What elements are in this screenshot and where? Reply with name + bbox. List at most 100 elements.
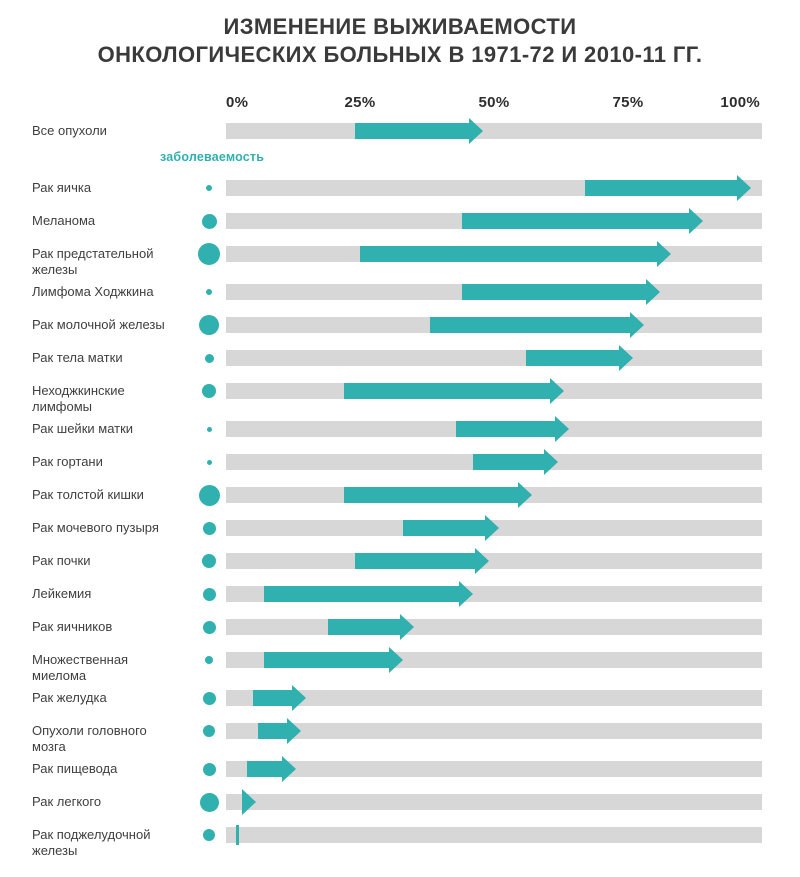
bar-track [226, 378, 762, 404]
incidence-dot [198, 243, 220, 265]
survival-arrow-body [343, 487, 520, 503]
survival-arrow-head [458, 581, 473, 607]
survival-arrow-body [456, 421, 558, 437]
survival-arrow-head [287, 718, 302, 744]
axis-tick-50: 50% [478, 94, 510, 111]
bar-track [226, 789, 762, 815]
bar-track [226, 515, 762, 541]
incidence-dot [202, 620, 216, 634]
chart-row: Рак яичка [0, 172, 800, 205]
bar-track [226, 312, 762, 338]
bar-track [226, 416, 762, 442]
bar-track [226, 581, 762, 607]
row-label: Множественная миелома [32, 652, 129, 683]
survival-arrow-head [689, 208, 704, 234]
incidence-dot [202, 691, 216, 705]
bar-track [226, 685, 762, 711]
survival-arrow-head [388, 647, 403, 673]
incidence-dot [205, 656, 213, 664]
chart-row: Рак поджелудочной железы [0, 819, 800, 858]
chart-row: Рак гортани [0, 446, 800, 479]
bar-track [226, 241, 762, 267]
survival-arrow-body [402, 520, 488, 536]
incidence-dot [202, 762, 216, 776]
incidence-dot [206, 459, 212, 465]
survival-arrow-head [292, 685, 307, 711]
rows-container: Все опухоли заболеваемость Рак яичка Мел… [0, 115, 800, 858]
legend-row: заболеваемость [0, 148, 800, 172]
survival-arrow-body [247, 761, 284, 777]
bar-track [226, 548, 762, 574]
axis-tick-75: 75% [612, 94, 644, 111]
bar-track [226, 647, 762, 673]
row-label: Неходжкинские лимфомы [32, 383, 125, 414]
incidence-dot [202, 521, 216, 535]
chart-row: Рак легкого [0, 786, 800, 819]
survival-arrow-head [619, 345, 634, 371]
row-label: Рак мочевого пузыря [32, 520, 159, 535]
chart-row: Рак толстой кишки [0, 479, 800, 512]
bar-track [226, 825, 762, 845]
title-line-2: ОНКОЛОГИЧЕСКИХ БОЛЬНЫХ В 1971-72 И 2010-… [97, 42, 703, 67]
survival-arrow-body [354, 553, 477, 569]
row-label: Рак легкого [32, 794, 102, 809]
survival-arrow-head [555, 416, 570, 442]
chart-row: Рак тела матки [0, 342, 800, 375]
chart-row: Множественная миелома [0, 644, 800, 683]
survival-arrow-head [469, 118, 484, 144]
incidence-dot [206, 289, 212, 295]
incidence-dot [203, 725, 215, 737]
chart-row: Лимфома Ходжкина [0, 276, 800, 309]
incidence-dot [206, 426, 212, 432]
axis-tick-0: 0% [226, 94, 249, 111]
incidence-dot [198, 484, 220, 506]
bar-track [226, 482, 762, 508]
row-label: Рак пищевода [32, 761, 118, 776]
survival-arrow-body [354, 123, 472, 139]
row-label: Рак тела матки [32, 350, 123, 365]
survival-arrow-head [517, 482, 532, 508]
survival-arrow-head [737, 175, 752, 201]
row-label: Меланома [32, 213, 96, 228]
survival-arrow-body [461, 213, 692, 229]
bar-track [226, 718, 762, 744]
chart-row: Рак пищевода [0, 753, 800, 786]
incidence-dot [202, 554, 216, 568]
incidence-legend-label: заболеваемость [160, 150, 265, 164]
survival-arrow-head [630, 312, 645, 338]
survival-arrow-body [360, 246, 659, 262]
survival-arrow-body [263, 586, 461, 602]
bar-track [226, 614, 762, 640]
survival-arrow-head [549, 378, 564, 404]
bar-track [226, 175, 762, 201]
incidence-dot [206, 185, 212, 191]
title-line-1: ИЗМЕНЕНИЕ ВЫЖИВАЕМОСТИ [223, 14, 577, 39]
chart-row: Все опухоли [0, 115, 800, 148]
axis-tick-100: 100% [720, 94, 760, 111]
row-label: Все опухоли [32, 123, 107, 138]
bar-track [226, 756, 762, 782]
survival-arrow-body [472, 454, 547, 470]
row-label: Опухоли головного мозга [32, 723, 147, 754]
survival-arrow-head [485, 515, 500, 541]
survival-arrow-head [281, 756, 296, 782]
row-label: Рак желудка [32, 690, 107, 705]
row-label: Рак шейки матки [32, 421, 134, 436]
bar-track [226, 208, 762, 234]
bar-track [226, 118, 762, 144]
chart-row: Лейкемия [0, 578, 800, 611]
chart-row: Рак почки [0, 545, 800, 578]
survival-arrow-head [474, 548, 489, 574]
row-label: Рак поджелудочной железы [32, 827, 151, 858]
incidence-dot [199, 315, 219, 335]
chart-row: Рак яичников [0, 611, 800, 644]
incidence-dot [199, 792, 219, 812]
row-label: Рак молочной железы [32, 317, 165, 332]
row-label: Рак гортани [32, 454, 103, 469]
survival-arrow-body [258, 723, 290, 739]
survival-arrow-body [526, 350, 622, 366]
survival-arrow-body [343, 383, 552, 399]
bar-track [226, 449, 762, 475]
bar-track [226, 279, 762, 305]
